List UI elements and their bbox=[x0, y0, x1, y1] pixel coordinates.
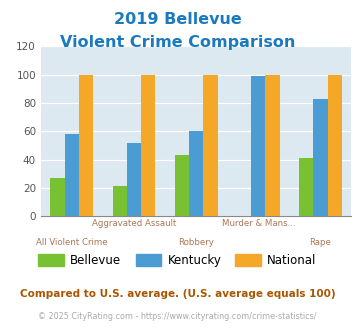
Bar bbox=[299, 158, 313, 216]
Bar bbox=[189, 131, 203, 216]
Text: Rape: Rape bbox=[310, 238, 331, 247]
Bar bbox=[50, 178, 65, 216]
Bar bbox=[203, 75, 218, 216]
Text: 2019 Bellevue: 2019 Bellevue bbox=[114, 12, 241, 26]
Bar bbox=[175, 155, 189, 216]
Bar bbox=[251, 76, 266, 216]
Bar bbox=[328, 75, 342, 216]
Text: Compared to U.S. average. (U.S. average equals 100): Compared to U.S. average. (U.S. average … bbox=[20, 289, 335, 299]
Bar bbox=[141, 75, 155, 216]
Text: Robbery: Robbery bbox=[178, 238, 214, 247]
Text: Aggravated Assault: Aggravated Assault bbox=[92, 219, 176, 228]
Bar bbox=[79, 75, 93, 216]
Text: All Violent Crime: All Violent Crime bbox=[36, 238, 108, 247]
Text: Violent Crime Comparison: Violent Crime Comparison bbox=[60, 35, 295, 50]
Bar bbox=[127, 143, 141, 216]
Legend: Bellevue, Kentucky, National: Bellevue, Kentucky, National bbox=[36, 252, 319, 270]
Bar bbox=[113, 186, 127, 216]
Bar bbox=[65, 134, 79, 216]
Text: © 2025 CityRating.com - https://www.cityrating.com/crime-statistics/: © 2025 CityRating.com - https://www.city… bbox=[38, 312, 317, 321]
Bar bbox=[313, 99, 328, 216]
Bar bbox=[266, 75, 280, 216]
Text: Murder & Mans...: Murder & Mans... bbox=[222, 219, 295, 228]
